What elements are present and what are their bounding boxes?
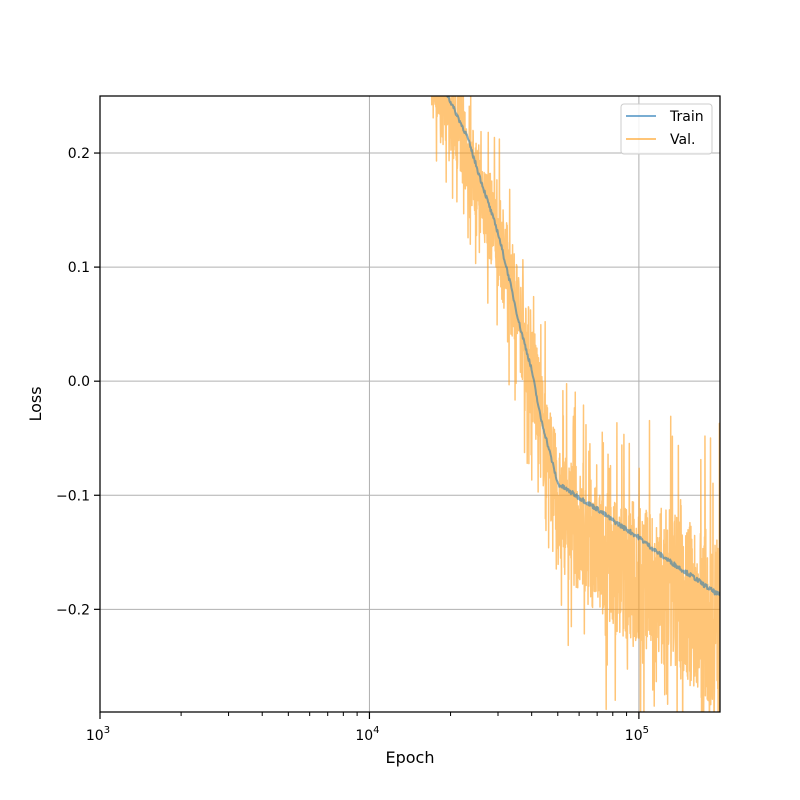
plot-frame — [99, 95, 721, 713]
x-axis-label: Epoch — [386, 748, 435, 767]
y-tick-label: −0.2 — [56, 602, 90, 618]
x-tick-label: 103 — [86, 725, 110, 744]
y-tick-label: 0.1 — [68, 260, 90, 276]
series-layer — [430, 96, 720, 712]
legend: Train Val. — [620, 103, 713, 155]
y-tick-label: 0.0 — [68, 374, 90, 390]
y-axis-ticks: 0.2 0.1 0.0 −0.1 −0.2 — [56, 146, 100, 618]
legend-label-val: Val. — [670, 132, 695, 148]
x-tick-label: 104 — [355, 725, 379, 744]
x-axis-ticks: 103 104 105 — [86, 712, 649, 744]
x-tick-label: 105 — [625, 725, 649, 744]
y-tick-label: 0.2 — [68, 146, 90, 162]
series-line-train — [446, 96, 720, 596]
y-axis-label: Loss — [26, 386, 45, 421]
y-tick-label: −0.1 — [56, 488, 90, 504]
legend-label-train: Train — [669, 109, 704, 125]
